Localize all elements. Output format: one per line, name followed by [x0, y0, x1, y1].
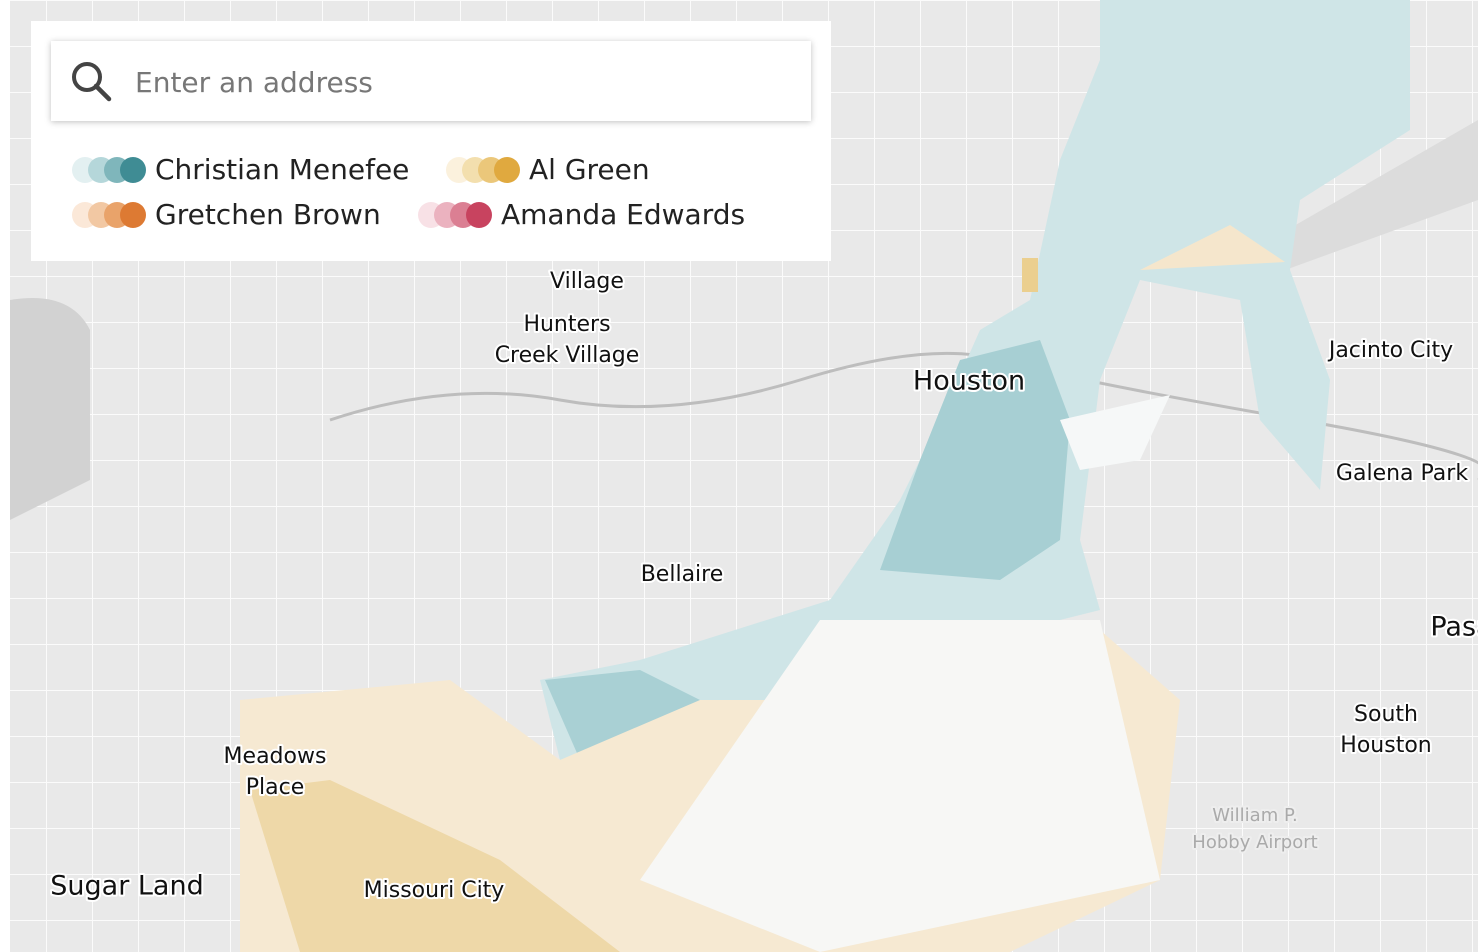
- legend-item: Gretchen Brown: [71, 198, 381, 231]
- district-region-blue-dark: [880, 340, 1070, 580]
- legend-item: Amanda Edwards: [417, 198, 745, 231]
- district-region-yellow: [1140, 225, 1285, 270]
- legend-item: Al Green: [445, 153, 650, 186]
- legend-swatch: [418, 201, 492, 228]
- place-label: Sugar Land: [50, 871, 203, 902]
- place-label: Meadows: [224, 744, 327, 769]
- address-input[interactable]: [133, 59, 787, 105]
- map-edge: [0, 0, 10, 952]
- place-label: Jacinto City: [1327, 338, 1453, 363]
- place-label: Creek Village: [495, 343, 640, 368]
- legend-label: Gretchen Brown: [155, 198, 381, 231]
- district-region-white: [640, 620, 1160, 952]
- place-label: Bellaire: [641, 562, 724, 587]
- reservoir: [10, 298, 90, 520]
- legend-dot: [494, 156, 520, 183]
- place-label: Missouri City: [364, 878, 505, 903]
- legend-swatch: [446, 156, 520, 183]
- place-label: South: [1354, 702, 1418, 727]
- district-region-yellow: [1022, 258, 1038, 292]
- place-label: William P.: [1212, 805, 1297, 826]
- place-label: Hunters: [523, 312, 610, 337]
- bayou: [329, 351, 1478, 480]
- place-labels: Village Hunters Creek Village Houston Jacint…: [48, 267, 1478, 905]
- search-icon: [72, 62, 112, 102]
- legend-label: Christian Menefee: [155, 153, 410, 186]
- legend-swatch: [72, 156, 146, 183]
- legend-swatch: [72, 201, 146, 228]
- place-label: Houston: [913, 366, 1025, 397]
- search-box: [51, 41, 811, 121]
- legend-label: Al Green: [529, 153, 650, 186]
- search-panel: Christian Menefee Al Green Gretchen Brown A…: [31, 21, 831, 261]
- place-label: Hobby Airport: [1192, 832, 1317, 853]
- place-label: Houston: [1340, 733, 1431, 758]
- legend-dot: [120, 201, 146, 228]
- legend-dot: [120, 156, 146, 183]
- legend-dot: [466, 201, 492, 228]
- district-region-white: [1060, 395, 1170, 470]
- place-label: Pasadena: [1430, 612, 1478, 643]
- place-label: Place: [246, 775, 305, 800]
- place-label: Galena Park: [1336, 461, 1468, 486]
- place-label: Village: [550, 269, 624, 294]
- district-region-yellow-dark: [250, 780, 620, 952]
- legend-item: Christian Menefee: [71, 153, 409, 186]
- legend-label: Amanda Edwards: [501, 198, 746, 231]
